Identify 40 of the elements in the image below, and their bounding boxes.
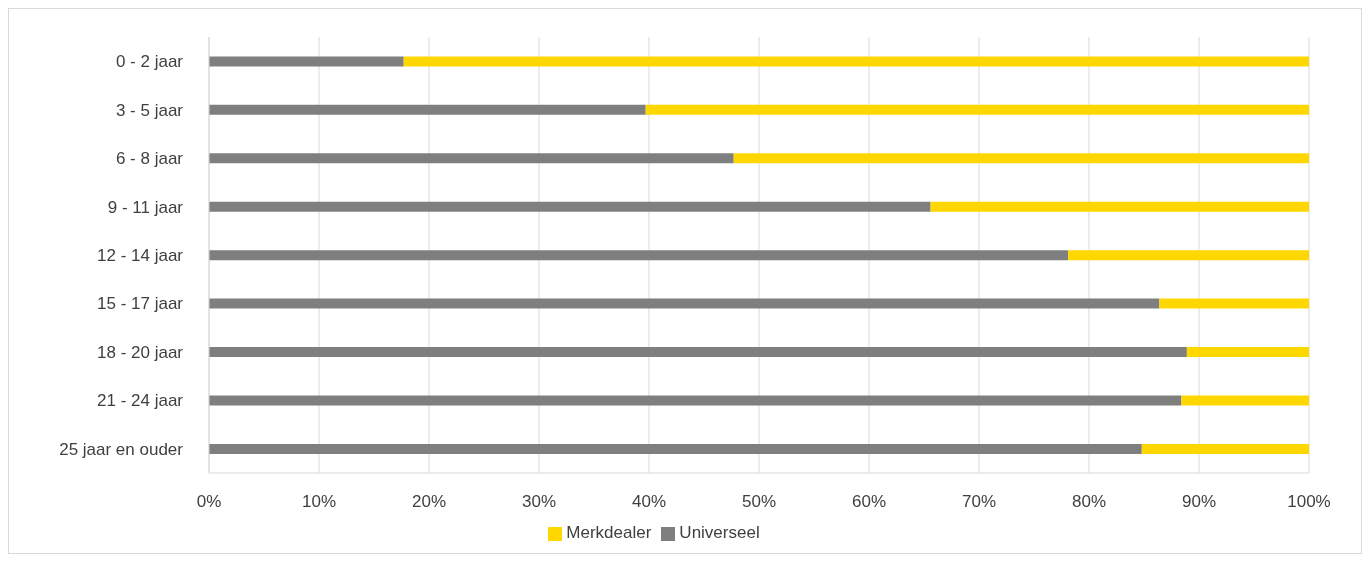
bar: [209, 201, 931, 212]
y-tick-label: 18 - 20 jaar: [97, 342, 184, 362]
y-tick-label: 12 - 14 jaar: [97, 246, 184, 266]
bar: [1181, 395, 1309, 406]
y-tick-label: 25 jaar en ouder: [59, 439, 184, 459]
x-tick-label: 20%: [411, 492, 447, 512]
y-tick-label: 21 - 24 jaar: [97, 391, 184, 411]
x-tick-label: 90%: [1181, 492, 1217, 512]
y-tick-label: 0 - 2 jaar: [115, 52, 184, 72]
bar: [209, 104, 646, 115]
legend-label: Merkdealer: [566, 523, 652, 542]
y-tick-label: 15 - 17 jaar: [97, 294, 184, 314]
y-tick-label: 6 - 8 jaar: [115, 149, 184, 169]
x-tick-label: 10%: [301, 492, 337, 512]
bar: [1186, 347, 1309, 358]
x-tick-label: 80%: [1071, 492, 1107, 512]
bar: [1068, 250, 1309, 261]
x-tick-label: 100%: [1287, 492, 1331, 512]
bar: [1159, 298, 1309, 309]
bar: [209, 298, 1160, 309]
legend-label: Universeel: [679, 523, 760, 542]
bar: [209, 56, 404, 67]
bar: [403, 56, 1309, 67]
bar: [209, 443, 1142, 454]
bar: [209, 153, 734, 164]
bar: [209, 347, 1187, 358]
x-tick-label: 50%: [741, 492, 777, 512]
bar: [209, 250, 1069, 261]
x-tick-label: 60%: [851, 492, 887, 512]
x-tick-label: 0%: [196, 492, 222, 512]
bar: [733, 153, 1309, 164]
bar: [1141, 443, 1309, 454]
y-tick-label: 9 - 11 jaar: [107, 197, 184, 217]
x-tick-label: 40%: [631, 492, 667, 512]
bar: [209, 395, 1182, 406]
y-tick-label: 3 - 5 jaar: [115, 100, 184, 120]
x-tick-label: 30%: [521, 492, 557, 512]
bar: [930, 201, 1309, 212]
x-tick-label: 70%: [961, 492, 997, 512]
bar: [645, 104, 1309, 115]
